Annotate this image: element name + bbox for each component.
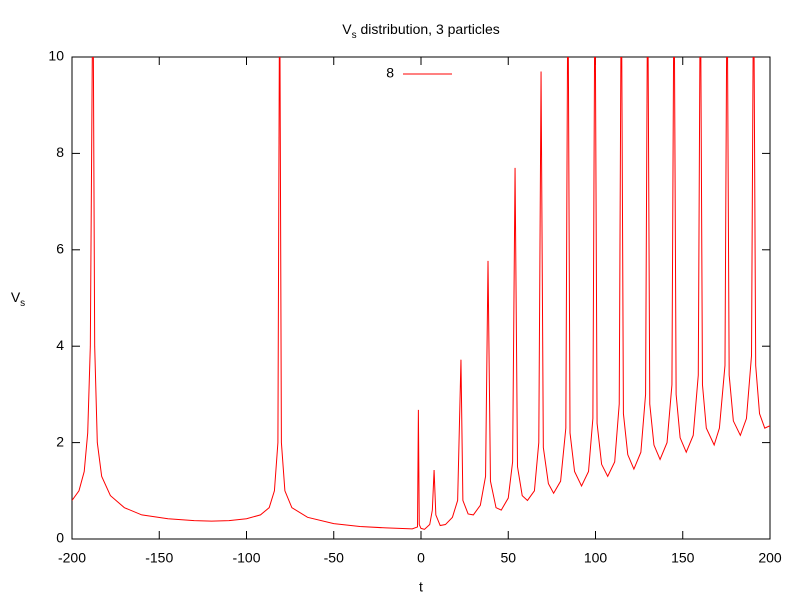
x-tick-label: -100 (232, 550, 260, 566)
x-tick-label: 200 (758, 550, 782, 566)
data-line (72, 57, 770, 530)
y-tick-label: 0 (56, 530, 64, 546)
y-axis-label: Vs (11, 289, 25, 309)
plot-border (71, 56, 771, 540)
x-tick-label: -150 (145, 550, 173, 566)
y-tick-label: 10 (48, 48, 64, 64)
text-part: s (352, 30, 357, 41)
chart-title: Vs distribution, 3 particles (342, 21, 500, 41)
text-part: s (20, 298, 25, 309)
y-tick-label: 2 (56, 433, 64, 449)
y-tick-label: 6 (56, 241, 64, 257)
text-part: V (342, 21, 352, 37)
x-tick-label: 0 (417, 550, 425, 566)
y-tick-label: 4 (56, 337, 64, 353)
text-part: V (11, 289, 21, 305)
x-tick-label: -200 (58, 550, 86, 566)
x-tick-label: 150 (671, 550, 695, 566)
x-tick-label: 100 (584, 550, 608, 566)
text-part: distribution, 3 particles (357, 21, 500, 37)
legend-label: 8 (386, 65, 394, 81)
y-tick-label: 8 (56, 144, 64, 160)
x-axis-label: t (419, 579, 423, 595)
x-tick-label: -50 (324, 550, 344, 566)
x-tick-label: 50 (500, 550, 516, 566)
